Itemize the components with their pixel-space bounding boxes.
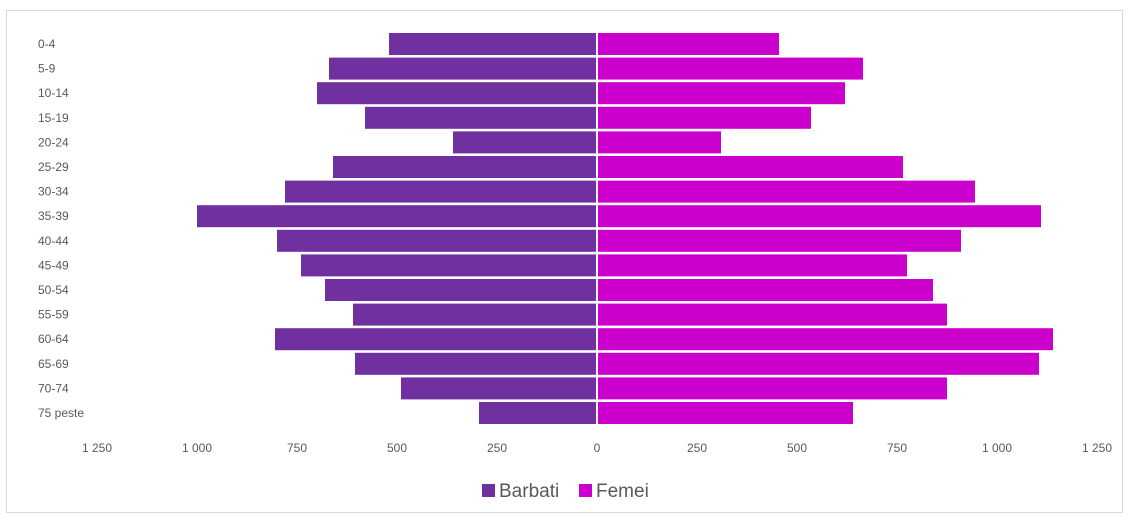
category-label: 70-74 (38, 381, 69, 395)
bar-femei-60-64 (597, 328, 1053, 351)
x-tick-label: 750 (287, 441, 307, 455)
category-label: 5-9 (38, 62, 56, 76)
category-label: 35-39 (38, 209, 69, 223)
category-label: 50-54 (38, 283, 69, 297)
bar-femei-20-24 (597, 131, 721, 154)
bar-barbati-30-34 (285, 180, 597, 203)
x-tick-label: 1 000 (182, 441, 212, 455)
bar-femei-50-54 (597, 279, 933, 301)
x-tick-label: 500 (787, 441, 807, 455)
category-label: 25-29 (38, 160, 69, 174)
category-label: 10-14 (38, 86, 69, 100)
bar-barbati-75-peste (479, 402, 597, 424)
bar-femei-75-peste (597, 402, 853, 424)
category-label: 40-44 (38, 234, 69, 248)
bar-barbati-0-4 (389, 33, 597, 55)
bar-barbati-25-29 (333, 156, 597, 178)
x-tick-label: 250 (687, 441, 707, 455)
bar-barbati-55-59 (353, 303, 597, 326)
category-label: 60-64 (38, 332, 69, 346)
bars-group (197, 33, 1053, 424)
bar-femei-70-74 (597, 377, 947, 400)
bar-barbati-5-9 (329, 57, 597, 80)
category-label: 20-24 (38, 135, 69, 149)
legend-label-femei: Femei (596, 481, 649, 502)
bar-femei-30-34 (597, 180, 975, 203)
bar-barbati-60-64 (275, 328, 597, 351)
legend-label-barbati: Barbati (499, 481, 559, 502)
category-label: 75 peste (38, 406, 84, 420)
x-tick-label: 750 (887, 441, 907, 455)
bar-femei-10-14 (597, 82, 845, 105)
bar-barbati-20-24 (453, 131, 597, 154)
bar-femei-40-44 (597, 229, 961, 252)
x-tick-label: 1 250 (1082, 441, 1112, 455)
bar-femei-45-49 (597, 254, 907, 277)
category-label: 55-59 (38, 308, 69, 322)
bar-barbati-40-44 (277, 229, 597, 252)
bar-femei-5-9 (597, 57, 863, 80)
x-tick-label: 250 (487, 441, 507, 455)
legend-swatch-barbati (482, 484, 495, 497)
category-labels: 0-4 5-9 10-14 15-19 20-24 25-29 30-34 35-39 40-4… (38, 37, 84, 420)
bar-barbati-15-19 (365, 106, 597, 129)
x-tick-label: 0 (594, 441, 601, 455)
category-label: 65-69 (38, 357, 69, 371)
bar-barbati-50-54 (325, 279, 597, 301)
category-label: 45-49 (38, 258, 69, 272)
x-tick-label: 1 250 (82, 441, 112, 455)
category-label: 15-19 (38, 111, 69, 125)
bar-femei-35-39 (597, 205, 1041, 228)
bar-femei-0-4 (597, 33, 779, 55)
bar-barbati-65-69 (355, 352, 597, 375)
bar-femei-65-69 (597, 352, 1039, 375)
bar-barbati-35-39 (197, 205, 597, 228)
category-label: 0-4 (38, 37, 56, 51)
legend-swatch-femei (579, 484, 592, 497)
x-axis-ticks: 1 250 1 000 750 500 250 0 250 500 750 1 000 1 250 (82, 441, 1112, 455)
legend: Barbati Femei (482, 481, 649, 502)
bar-femei-15-19 (597, 106, 811, 129)
category-label: 30-34 (38, 185, 69, 199)
bar-barbati-70-74 (401, 377, 597, 400)
bar-femei-25-29 (597, 156, 903, 178)
bar-barbati-45-49 (301, 254, 597, 277)
x-tick-label: 1 000 (982, 441, 1012, 455)
bar-barbati-10-14 (317, 82, 597, 105)
x-tick-label: 500 (387, 441, 407, 455)
bar-femei-55-59 (597, 303, 947, 326)
